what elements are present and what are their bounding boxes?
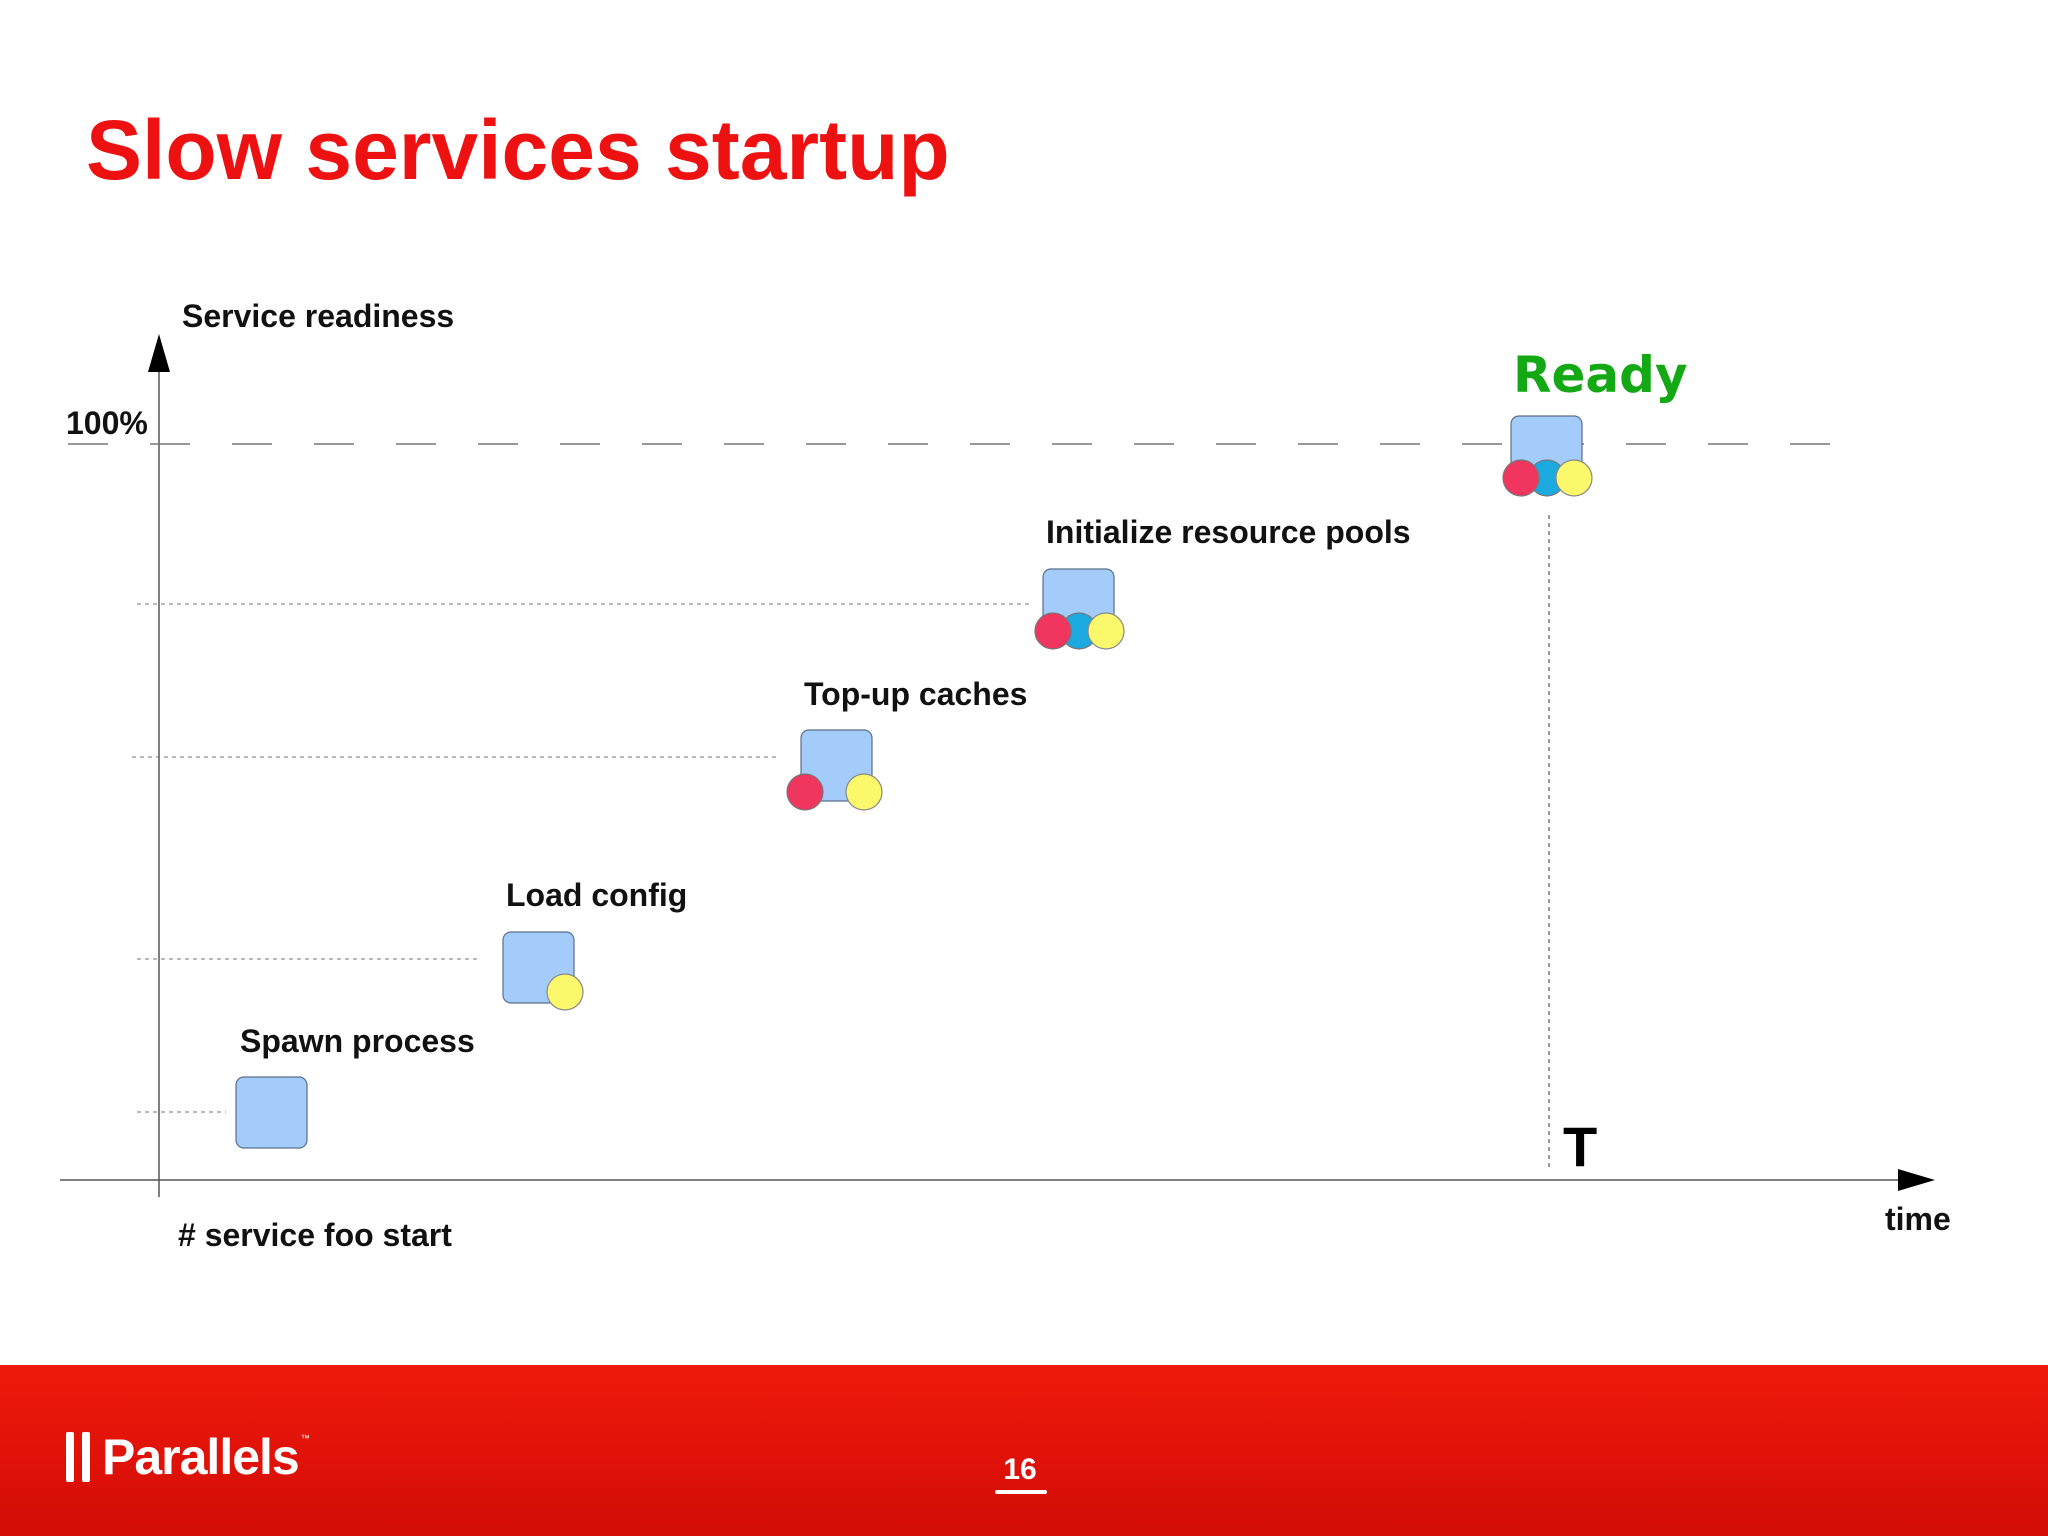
parallels-logo: Parallels ™ <box>66 1427 310 1487</box>
slide-footer: Parallels ™ 16 <box>0 1365 2048 1536</box>
stage-label-spawn-process: Spawn process <box>240 1023 475 1059</box>
yellow-dot <box>845 773 883 811</box>
origin-label: # service foo start <box>178 1217 452 1253</box>
logo-trademark: ™ <box>300 1433 310 1443</box>
red-dot <box>786 773 824 811</box>
yellow-dot <box>546 973 584 1011</box>
time-marker-label: T <box>1563 1115 1597 1178</box>
yellow-dot <box>1087 612 1125 650</box>
page-number-underline <box>995 1490 1047 1494</box>
full-readiness-label: 100% <box>66 405 148 441</box>
logo-text: Parallels <box>102 1429 300 1485</box>
y-axis-label: Service readiness <box>182 298 454 334</box>
stage-label-top-up-caches: Top-up caches <box>804 676 1027 712</box>
slide-title: Slow services startup <box>86 103 950 197</box>
page-number: 16 <box>1003 1453 1037 1486</box>
service-box-spawn-process <box>235 1076 308 1149</box>
yellow-dot <box>1555 459 1593 497</box>
stage-label-initialize-resource-pools: Initialize resource pools <box>1046 514 1411 550</box>
ready-label: Ready <box>1513 346 1688 404</box>
x-axis-label: time <box>1885 1201 1951 1237</box>
red-dot <box>1502 459 1540 497</box>
stage-label-load-config: Load config <box>506 877 687 913</box>
red-dot <box>1034 612 1072 650</box>
x-axis-arrow <box>1898 1169 1935 1191</box>
parallels-bars-icon <box>66 1432 90 1482</box>
y-axis-arrow <box>148 334 170 372</box>
